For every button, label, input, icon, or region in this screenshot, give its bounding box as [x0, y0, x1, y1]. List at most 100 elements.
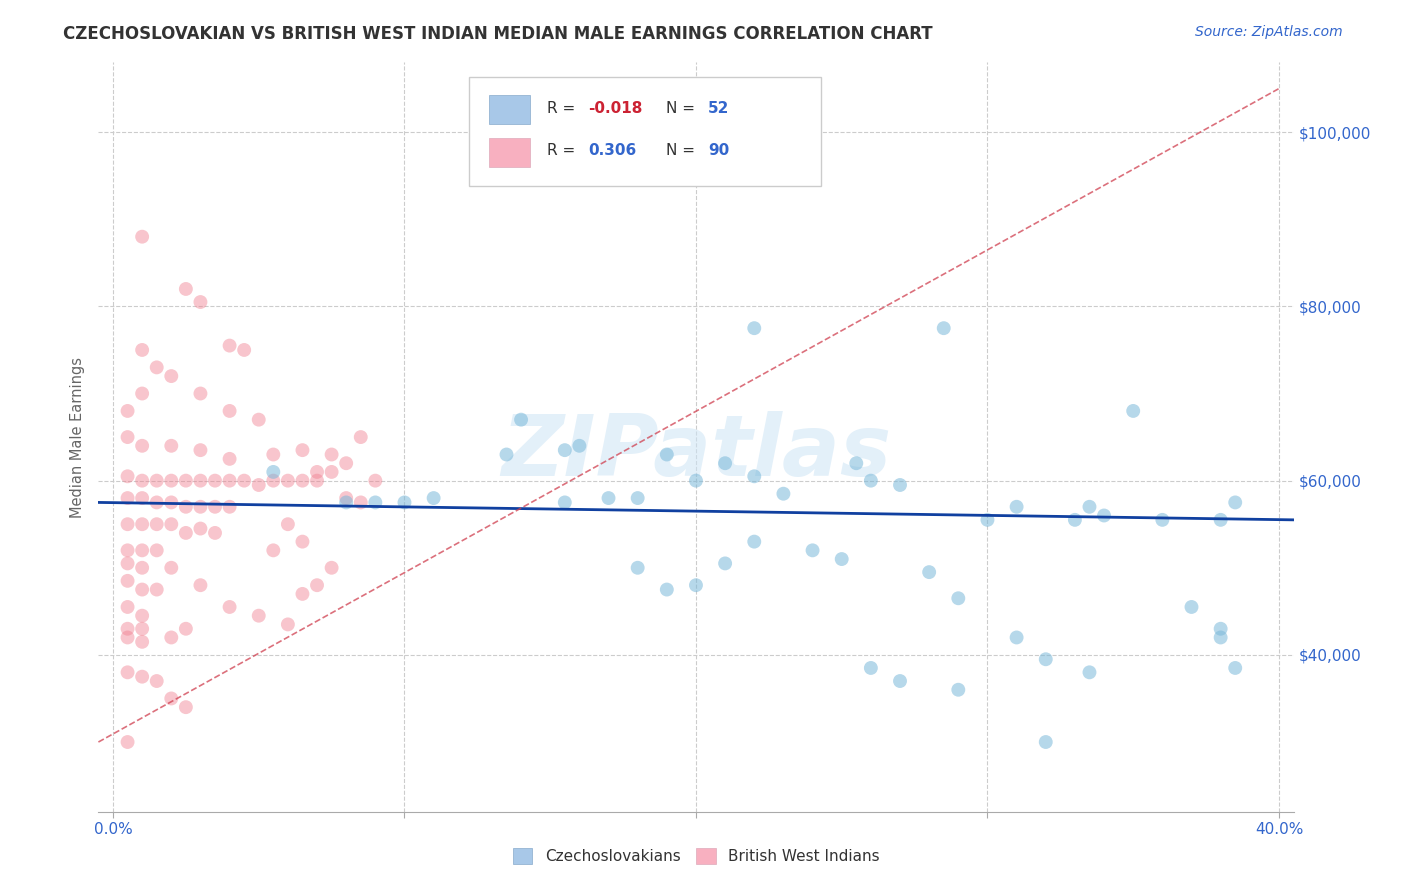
Point — [117, 543, 139, 558]
Point — [714, 557, 737, 571]
Point — [117, 622, 139, 636]
Point — [1225, 661, 1247, 675]
Point — [568, 439, 591, 453]
Point — [190, 522, 212, 536]
Point — [131, 491, 153, 505]
Point — [160, 691, 183, 706]
Point — [1005, 500, 1028, 514]
Point — [262, 465, 284, 479]
Text: 0.306: 0.306 — [589, 144, 637, 159]
Point — [291, 474, 314, 488]
Point — [1209, 622, 1232, 636]
Point — [976, 513, 998, 527]
Point — [859, 474, 882, 488]
Point — [131, 543, 153, 558]
Point — [160, 495, 183, 509]
Point — [174, 700, 197, 714]
Point — [335, 495, 357, 509]
Point — [233, 343, 256, 357]
Point — [160, 517, 183, 532]
Point — [554, 495, 576, 509]
Point — [131, 229, 153, 244]
Point — [918, 565, 941, 579]
Point — [117, 665, 139, 680]
Point — [218, 338, 240, 352]
Point — [218, 451, 240, 466]
Point — [145, 517, 167, 532]
Point — [1225, 495, 1247, 509]
Point — [394, 495, 416, 509]
Point — [291, 443, 314, 458]
Point — [190, 295, 212, 310]
Point — [742, 469, 765, 483]
Point — [131, 386, 153, 401]
Text: R =: R = — [547, 101, 575, 116]
Point — [190, 474, 212, 488]
Point — [131, 561, 153, 575]
Point — [364, 474, 387, 488]
Point — [190, 578, 212, 592]
Point — [714, 456, 737, 470]
Point — [117, 404, 139, 418]
Point — [627, 561, 650, 575]
Y-axis label: Median Male Earnings: Median Male Earnings — [70, 357, 86, 517]
Point — [131, 439, 153, 453]
Point — [1209, 631, 1232, 645]
Point — [291, 587, 314, 601]
Point — [1209, 513, 1232, 527]
Point — [889, 478, 911, 492]
Point — [117, 430, 139, 444]
Point — [495, 448, 517, 462]
Point — [932, 321, 955, 335]
Point — [277, 474, 299, 488]
Text: N =: N = — [666, 144, 695, 159]
Point — [350, 430, 373, 444]
Text: 90: 90 — [709, 144, 730, 159]
Point — [174, 474, 197, 488]
Point — [1035, 735, 1057, 749]
Point — [117, 557, 139, 571]
Point — [262, 448, 284, 462]
FancyBboxPatch shape — [489, 138, 530, 167]
Point — [1078, 500, 1101, 514]
Text: ZIPatlas: ZIPatlas — [501, 410, 891, 493]
Text: -0.018: -0.018 — [589, 101, 643, 116]
Point — [117, 517, 139, 532]
Point — [801, 543, 824, 558]
Point — [131, 608, 153, 623]
Point — [321, 448, 343, 462]
Point — [291, 534, 314, 549]
FancyBboxPatch shape — [489, 95, 530, 124]
Point — [160, 561, 183, 575]
Point — [145, 495, 167, 509]
Point — [742, 321, 765, 335]
Point — [190, 443, 212, 458]
Point — [305, 465, 328, 479]
Point — [422, 491, 444, 505]
Point — [1122, 404, 1144, 418]
Text: CZECHOSLOVAKIAN VS BRITISH WEST INDIAN MEDIAN MALE EARNINGS CORRELATION CHART: CZECHOSLOVAKIAN VS BRITISH WEST INDIAN M… — [63, 25, 934, 43]
Point — [598, 491, 620, 505]
Point — [655, 582, 678, 597]
Point — [174, 282, 197, 296]
Point — [247, 478, 270, 492]
Point — [117, 599, 139, 614]
FancyBboxPatch shape — [470, 78, 821, 186]
Point — [277, 517, 299, 532]
Point — [117, 735, 139, 749]
Point — [218, 500, 240, 514]
Text: R =: R = — [547, 144, 575, 159]
Point — [321, 561, 343, 575]
Point — [305, 474, 328, 488]
Point — [1078, 665, 1101, 680]
Text: Source: ZipAtlas.com: Source: ZipAtlas.com — [1195, 25, 1343, 39]
Point — [1064, 513, 1087, 527]
Point — [554, 443, 576, 458]
Point — [889, 673, 911, 688]
Point — [685, 474, 707, 488]
Point — [845, 456, 868, 470]
Point — [145, 582, 167, 597]
Point — [948, 591, 970, 606]
Point — [1005, 631, 1028, 645]
Point — [218, 474, 240, 488]
